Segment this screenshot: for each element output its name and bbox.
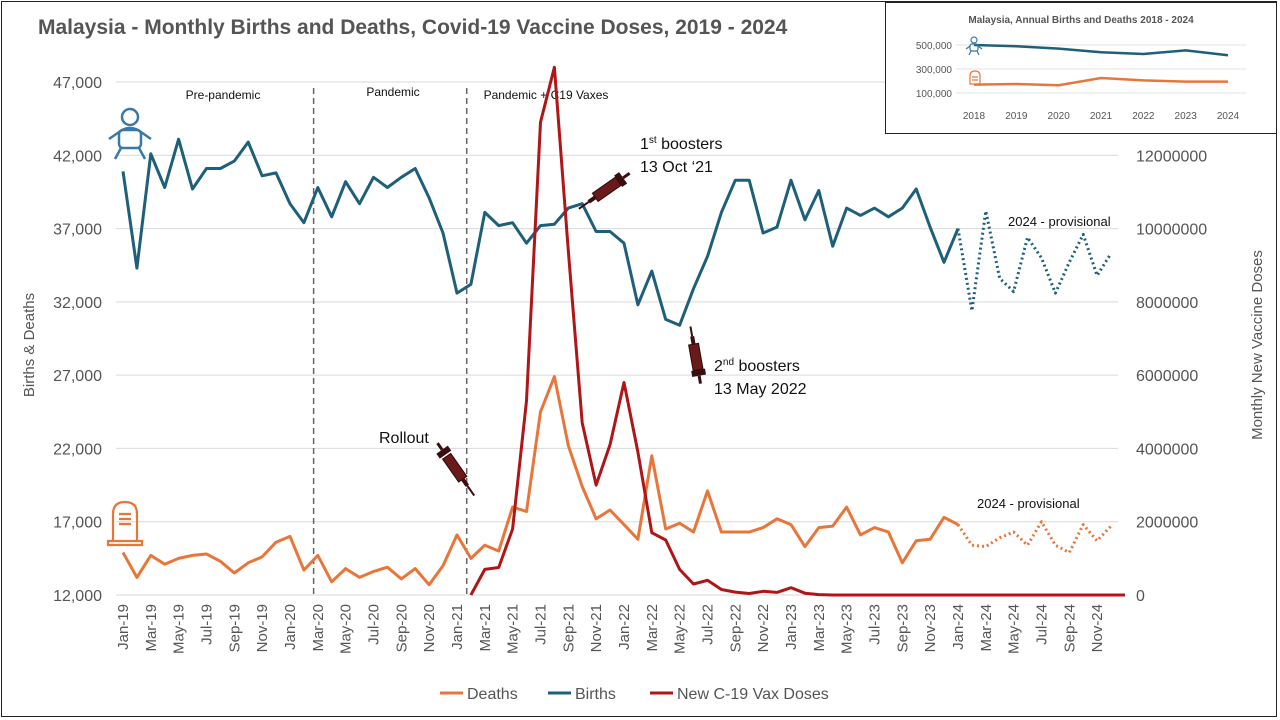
- chart-title: Malaysia - Monthly Births and Deaths, Co…: [38, 16, 788, 39]
- x-tick-label: Nov-19: [254, 604, 271, 652]
- annotation-provisional-deaths: 2024 - provisional: [977, 496, 1080, 511]
- inset-x-tick-label: 2021: [1090, 111, 1113, 122]
- inset-x-tick-label: 2022: [1132, 111, 1155, 122]
- x-tick-label: Nov-22: [755, 604, 772, 652]
- inset-baby-icon: [965, 36, 983, 56]
- annotation-booster2-date: 13 May 2022: [714, 381, 807, 398]
- legend-deaths: Deaths: [467, 686, 518, 703]
- y2-tick-label: 0: [1136, 588, 1145, 605]
- inset-series-line-births: [973, 43, 1229, 57]
- x-tick-label: Sep-23: [894, 604, 911, 652]
- inset-chart-svg: Malaysia, Annual Births and Deaths 2018 …: [916, 15, 1246, 122]
- x-tick-label: Jan-20: [282, 604, 299, 650]
- x-tick-label: May-21: [505, 604, 522, 654]
- y-tick-label: 12,000: [53, 588, 102, 605]
- x-tick-label: Nov-21: [588, 604, 605, 652]
- inset-y-tick-label: 300,000: [916, 65, 953, 76]
- annotation-booster1: 1st boosters: [640, 135, 723, 153]
- y-tick-label: 32,000: [53, 295, 102, 312]
- syringe-rollout-icon: [436, 442, 476, 497]
- y-axis-label: Births & Deaths: [21, 293, 38, 397]
- x-tick-label: Sep-24: [1061, 604, 1078, 652]
- y2-tick-label: 10000000: [1136, 222, 1207, 239]
- y-tick-label: 42,000: [53, 148, 102, 165]
- inset-annual-chart: Malaysia, Annual Births and Deaths 2018 …: [885, 2, 1277, 134]
- y2-axis-label: Monthly New Vaccine Doses: [1249, 250, 1266, 440]
- x-tick-label: May-19: [171, 604, 188, 654]
- x-tick-label: May-20: [338, 604, 355, 654]
- x-tick-label: Jul-23: [866, 604, 883, 645]
- y2-tick-label: 2000000: [1136, 515, 1198, 532]
- x-tick-label: Jan-24: [950, 604, 967, 650]
- x-tick-label: Sep-21: [560, 604, 577, 652]
- x-tick-label: Jul-21: [532, 604, 549, 645]
- phase-label: Pre-pandemic: [186, 88, 261, 102]
- x-tick-label: Jul-24: [1033, 604, 1050, 645]
- annotation-booster2: 2nd boosters: [714, 357, 800, 375]
- x-tick-label: May-22: [672, 604, 689, 654]
- annotation-booster1-date: 13 Oct ‘21: [640, 159, 713, 176]
- y2-tick-label: 4000000: [1136, 441, 1198, 458]
- series-line-deaths: [121, 375, 959, 587]
- x-tick-label: Jul-22: [699, 604, 716, 645]
- y-tick-label: 47,000: [53, 75, 102, 92]
- x-tick-label: Sep-20: [393, 604, 410, 652]
- inset-x-tick-label: 2024: [1217, 111, 1240, 122]
- inset-x-tick-label: 2019: [1005, 111, 1028, 122]
- x-tick-label: Jul-19: [198, 604, 215, 645]
- syringe-booster1-icon: [578, 172, 631, 210]
- inset-x-tick-label: 2018: [963, 111, 986, 122]
- x-tick-label: Nov-20: [421, 604, 438, 652]
- legend-vax: New C-19 Vax Doses: [677, 686, 829, 703]
- legend-births: Births: [575, 686, 616, 703]
- x-tick-label: Mar-21: [477, 604, 494, 652]
- x-tick-label: May-24: [1006, 604, 1023, 654]
- x-tick-label: Nov-23: [922, 604, 939, 652]
- y-tick-label: 37,000: [53, 222, 102, 239]
- x-tick-label: Jan-22: [616, 604, 633, 650]
- x-tick-label: Jan-23: [783, 604, 800, 650]
- y-tick-label: 27,000: [53, 368, 102, 385]
- baby-icon: [108, 107, 152, 160]
- x-tick-label: Sep-19: [226, 604, 243, 652]
- series-provisional-deaths: [956, 520, 1113, 554]
- inset-tombstone-icon: [969, 70, 981, 85]
- x-tick-label: Nov-24: [1089, 604, 1106, 652]
- x-tick-label: Jan-19: [115, 604, 132, 650]
- x-tick-label: May-23: [839, 604, 856, 654]
- x-tick-label: Mar-24: [978, 604, 995, 652]
- x-tick-label: Mar-19: [143, 604, 160, 652]
- inset-y-tick-label: 100,000: [916, 89, 953, 100]
- x-tick-label: Mar-20: [310, 604, 327, 652]
- y-tick-label: 22,000: [53, 441, 102, 458]
- y2-tick-label: 8000000: [1136, 295, 1198, 312]
- inset-x-tick-label: 2020: [1048, 111, 1071, 122]
- syringe-booster2-icon: [688, 326, 707, 384]
- phase-label: Pandemic: [366, 85, 419, 99]
- y-tick-label: 17,000: [53, 515, 102, 532]
- inset-y-tick-label: 500,000: [916, 41, 953, 52]
- series-line-vax: [469, 65, 1125, 597]
- series-line-births: [121, 137, 960, 327]
- inset-series-line-deaths: [973, 76, 1228, 87]
- tombstone-icon: [106, 500, 144, 547]
- y2-tick-label: 6000000: [1136, 368, 1198, 385]
- x-tick-label: Sep-22: [727, 604, 744, 652]
- inset-title: Malaysia, Annual Births and Deaths 2018 …: [968, 15, 1194, 26]
- annotation-rollout: Rollout: [379, 430, 429, 447]
- x-tick-label: Jan-21: [449, 604, 466, 650]
- x-tick-label: Jul-20: [365, 604, 382, 645]
- annotation-provisional-births: 2024 - provisional: [1008, 214, 1111, 229]
- y2-tick-label: 12000000: [1136, 148, 1207, 165]
- x-tick-label: Mar-22: [644, 604, 661, 652]
- x-tick-label: Mar-23: [811, 604, 828, 652]
- legend: Deaths Births New C-19 Vax Doses: [440, 686, 829, 703]
- inset-x-tick-label: 2023: [1175, 111, 1198, 122]
- series-provisional-births: [956, 209, 1113, 313]
